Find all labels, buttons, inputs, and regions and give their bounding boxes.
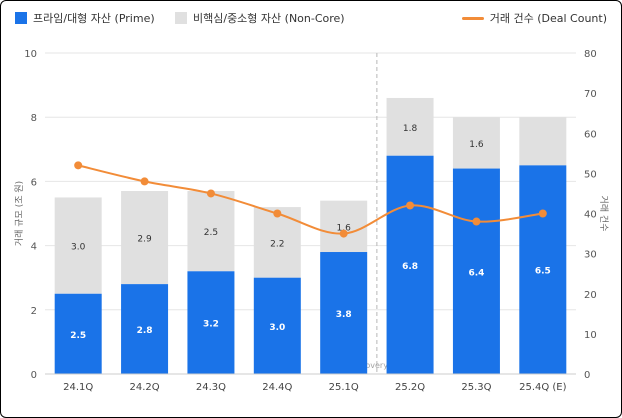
x-tick-24.4Q: 24.4Q <box>262 382 292 393</box>
legend-label-deal-count: 거래 건수 (Deal Count) <box>489 12 607 25</box>
x-tick-25.3Q: 25.3Q <box>461 382 491 393</box>
y-tick-right-20: 20 <box>584 290 597 301</box>
y-axis-title-right: 거래 건수 <box>598 196 609 232</box>
legend-item-deal-count[interactable]: 거래 건수 (Deal Count) <box>461 10 607 26</box>
bar-noncore-24.1Q <box>54 197 102 294</box>
legend-label-prime: 프라임/대형 자산 (Prime) <box>33 12 155 25</box>
deal-count-point-25.2Q <box>406 201 415 210</box>
y-tick-left-0: 0 <box>31 370 37 381</box>
bar-label-prime-24.4Q: 3.0 <box>269 323 285 333</box>
legend-swatch-deal-count <box>461 16 484 20</box>
bar-label-prime-25.1Q: 3.8 <box>336 310 352 320</box>
bar-prime-25.1Q <box>320 252 368 374</box>
deal-count-point-25.1Q <box>339 229 348 238</box>
deal-count-point-25.3Q <box>472 217 481 226</box>
bar-prime-25.4Q (E) <box>519 165 567 374</box>
bar-label-noncore-25.1Q: 1.6 <box>337 223 352 233</box>
bar-label-prime-24.1Q: 2.5 <box>70 331 86 341</box>
x-tick-25.1Q: 25.1Q <box>329 382 359 393</box>
bar-noncore-25.1Q <box>320 200 368 253</box>
bar-label-prime-25.4Q (E): 6.5 <box>535 267 551 277</box>
deal-count-line <box>77 164 543 235</box>
bar-label-noncore-24.1Q: 3.0 <box>71 243 86 253</box>
y-tick-right-10: 10 <box>584 330 597 341</box>
bar-noncore-25.2Q <box>386 97 434 156</box>
y-axis-title-left: 거래 규모 (조 원) <box>14 181 25 246</box>
legend-swatch-noncore <box>175 12 187 24</box>
bar-prime-25.2Q <box>386 155 434 374</box>
bar-label-prime-25.3Q: 6.4 <box>468 268 484 278</box>
bar-label-noncore-25.3Q: 1.6 <box>469 140 484 150</box>
deal-count-point-25.4Q (E) <box>538 209 547 218</box>
y-tick-left-6: 6 <box>31 177 37 188</box>
bar-prime-24.1Q <box>54 293 102 374</box>
y-tick-left-2: 2 <box>31 306 37 317</box>
bar-label-prime-25.2Q: 6.8 <box>402 262 418 272</box>
y-tick-right-40: 40 <box>584 210 597 221</box>
bar-prime-24.2Q <box>121 284 169 374</box>
y-tick-left-8: 8 <box>31 113 37 124</box>
y-tick-right-50: 50 <box>584 169 597 180</box>
deal-count-point-24.4Q <box>273 209 282 218</box>
bar-label-prime-24.2Q: 2.8 <box>137 326 153 336</box>
bar-prime-25.3Q <box>452 168 500 374</box>
bar-label-noncore-24.3Q: 2.5 <box>204 228 218 238</box>
bar-noncore-25.4Q (E) <box>519 117 567 166</box>
y-tick-left-10: 10 <box>24 49 37 60</box>
x-tick-24.3Q: 24.3Q <box>196 382 226 393</box>
bar-label-noncore-25.2Q: 1.8 <box>403 124 418 134</box>
deal-count-point-24.2Q <box>140 177 149 186</box>
chart-legend: 프라임/대형 자산 (Prime) 비핵심/중소형 자산 (Non-Core) … <box>11 7 611 29</box>
x-tick-25.2Q: 25.2Q <box>395 382 425 393</box>
x-tick-24.2Q: 24.2Q <box>129 382 159 393</box>
bar-noncore-25.3Q <box>452 117 500 169</box>
x-tick-24.1Q: 24.1Q <box>63 382 93 393</box>
x-tick-25.4Q (E): 25.4Q (E) <box>519 382 567 393</box>
y-tick-right-0: 0 <box>584 370 590 381</box>
y-tick-right-70: 70 <box>584 89 597 100</box>
y-tick-right-60: 60 <box>584 129 597 140</box>
deal-count-point-24.1Q <box>74 161 83 170</box>
bar-label-noncore-24.2Q: 2.9 <box>137 235 152 245</box>
bar-prime-24.3Q <box>187 271 235 374</box>
bar-prime-24.4Q <box>253 277 301 374</box>
bar-label-noncore-24.4Q: 2.2 <box>270 239 284 249</box>
legend-item-prime[interactable]: 프라임/대형 자산 (Prime) <box>15 10 155 26</box>
bar-label-prime-24.3Q: 3.2 <box>203 320 219 330</box>
y-tick-right-80: 80 <box>584 49 597 60</box>
y-tick-left-4: 4 <box>31 242 37 253</box>
deal-count-point-24.3Q <box>206 189 215 198</box>
y-tick-right-30: 30 <box>584 250 597 261</box>
legend-swatch-prime <box>15 12 27 24</box>
legend-label-noncore: 비핵심/중소형 자산 (Non-Core) <box>193 12 345 25</box>
bar-noncore-24.3Q <box>187 191 235 272</box>
watermark-text: 2025 Recovery Start <box>328 361 410 370</box>
bar-noncore-24.2Q <box>121 191 169 285</box>
legend-item-noncore[interactable]: 비핵심/중소형 자산 (Non-Core) <box>175 10 345 26</box>
